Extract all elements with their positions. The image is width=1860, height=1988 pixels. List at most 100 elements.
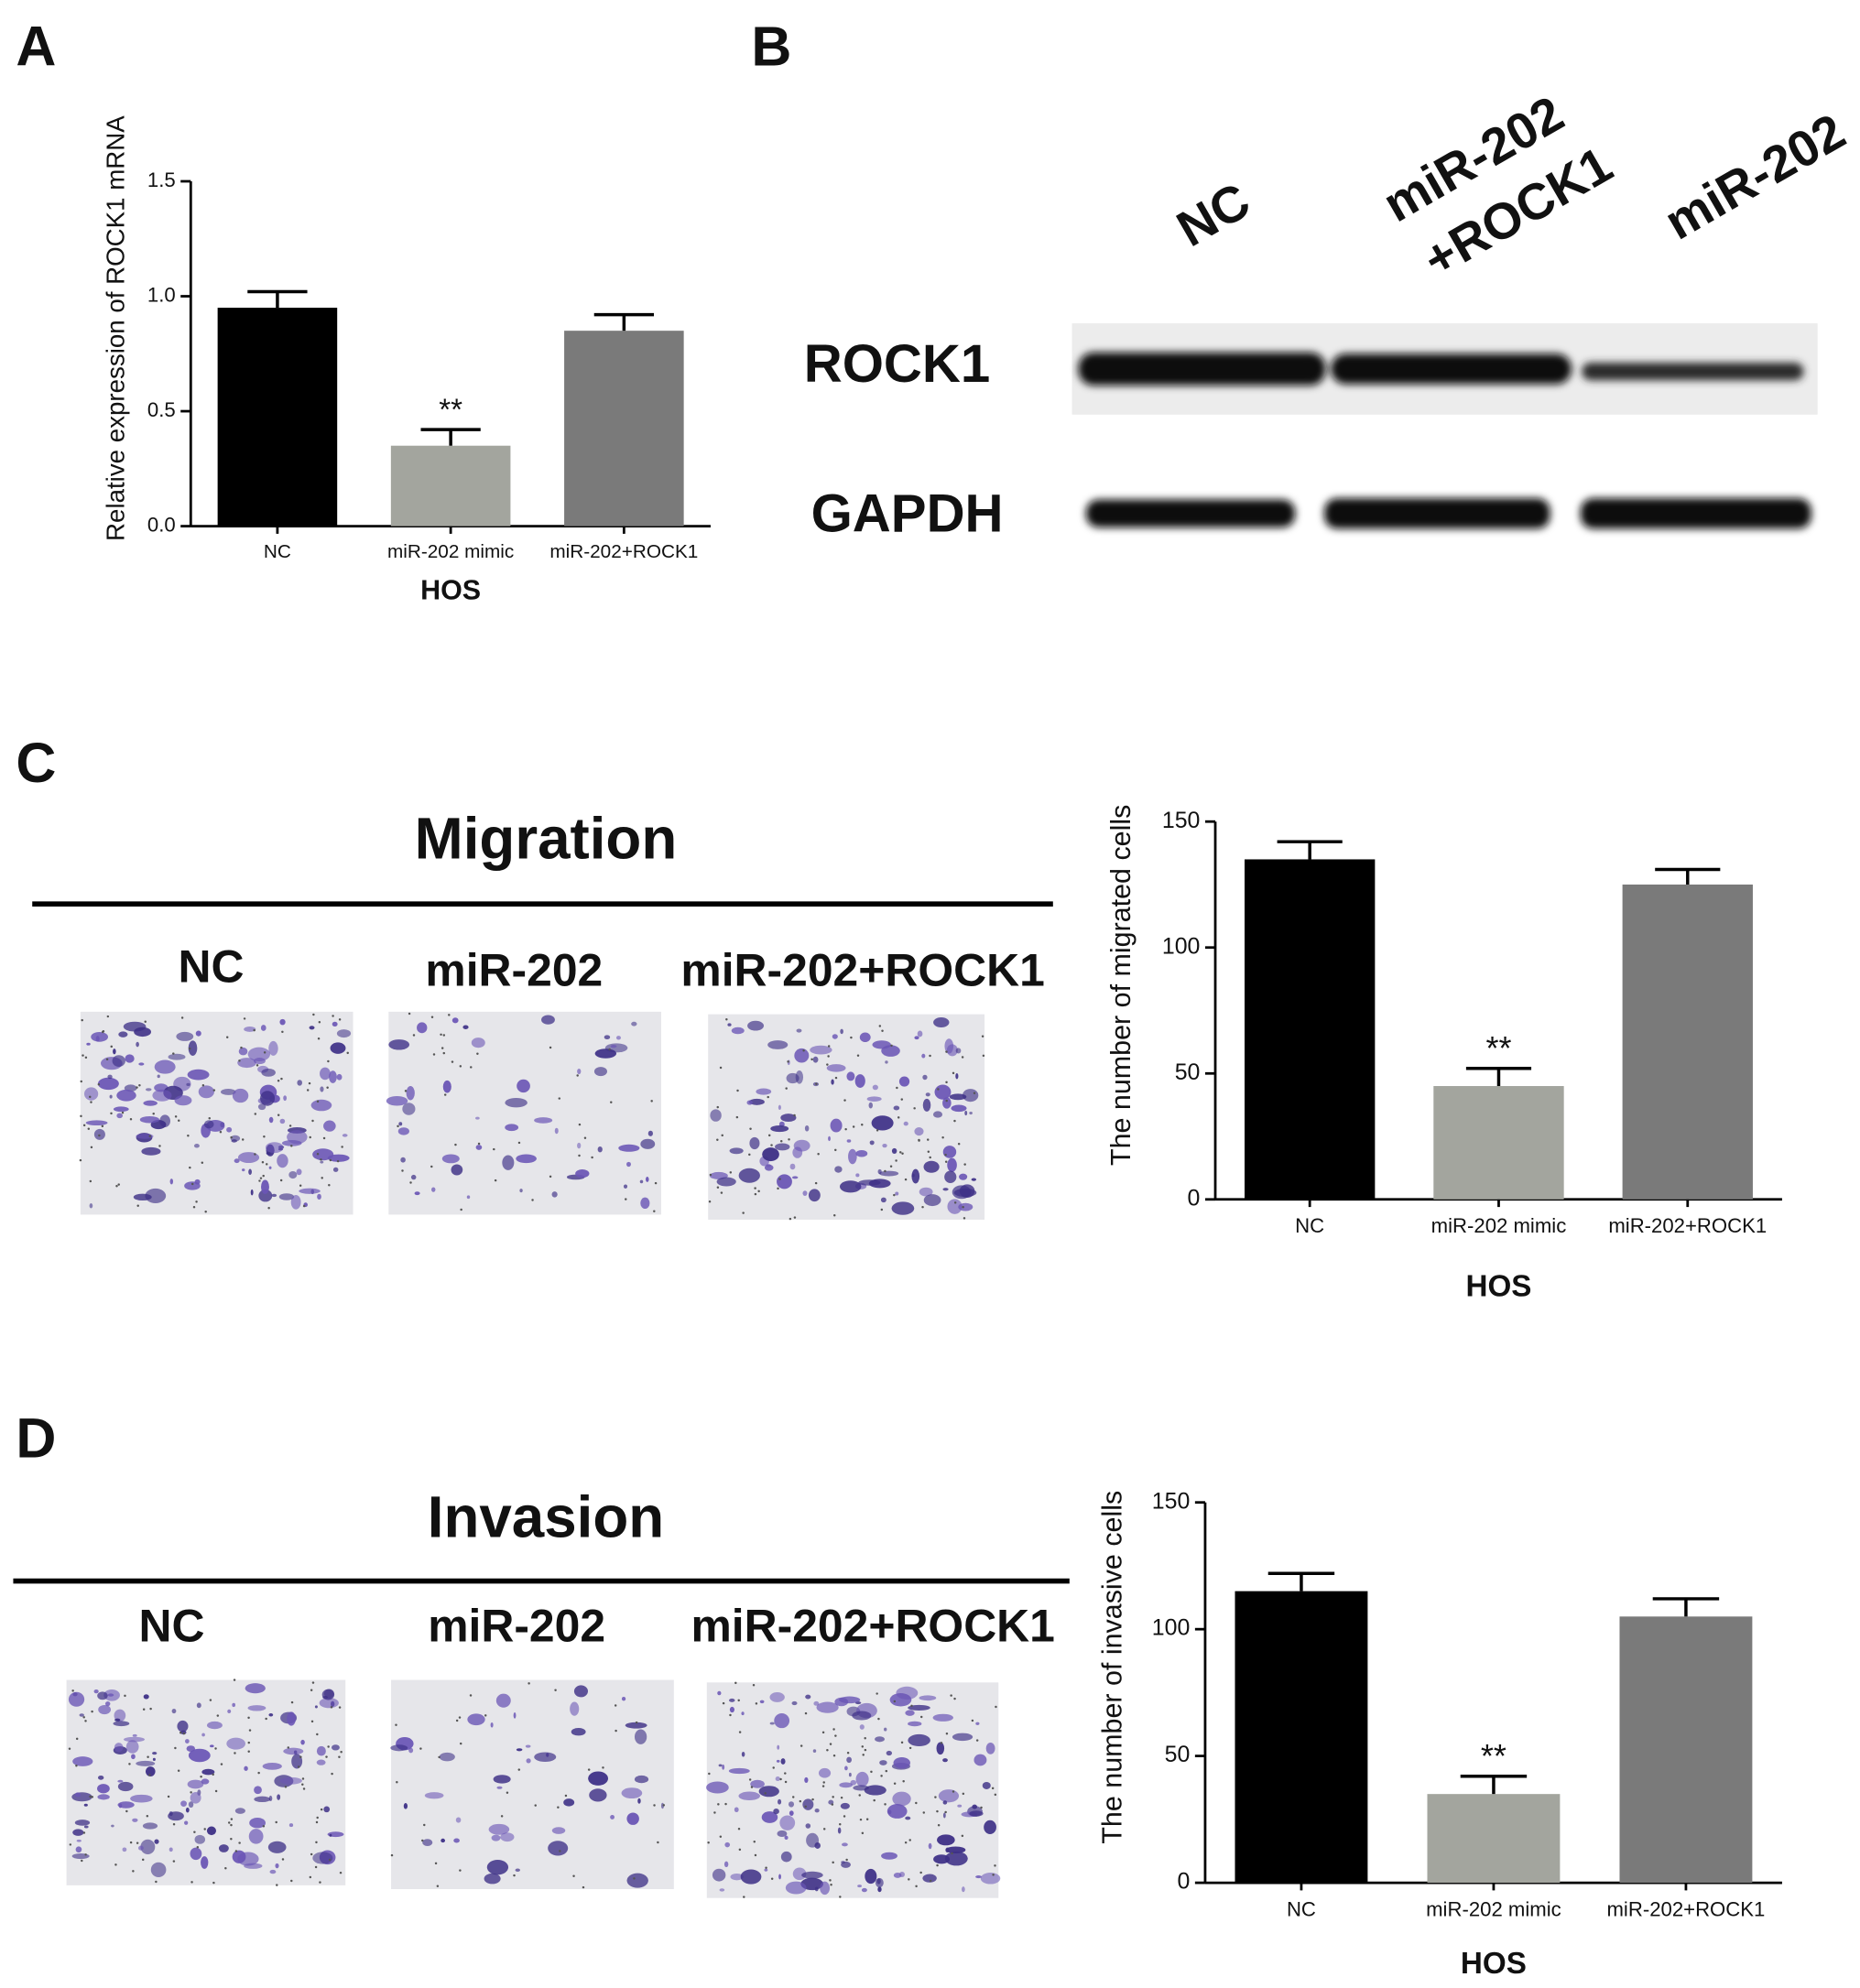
cell [97, 1784, 110, 1794]
pore [881, 1029, 884, 1032]
cell [747, 1020, 765, 1031]
cell [631, 1021, 637, 1027]
cell [266, 1152, 271, 1155]
cell [551, 1827, 566, 1834]
pore [754, 1187, 756, 1190]
pore [329, 1158, 332, 1162]
cell [132, 1733, 137, 1737]
pore [89, 1179, 92, 1183]
bar [1622, 884, 1753, 1200]
pore [144, 1020, 147, 1024]
bar [1427, 1794, 1561, 1884]
pore [922, 1811, 926, 1814]
cell [93, 1128, 105, 1140]
pore [957, 1142, 961, 1146]
pore [653, 1804, 656, 1807]
cell [136, 1760, 156, 1766]
pore [142, 1708, 146, 1711]
cell [138, 1062, 145, 1066]
cell [639, 1179, 644, 1184]
pore [729, 1171, 733, 1174]
pore [864, 1748, 867, 1752]
cell [879, 1760, 887, 1765]
pore [265, 1163, 268, 1166]
pore [195, 1200, 198, 1203]
pore [754, 1853, 757, 1857]
pore [635, 1721, 638, 1724]
pore [844, 1127, 847, 1131]
pore [443, 1093, 447, 1096]
cell [877, 1168, 882, 1175]
pore [657, 1841, 659, 1844]
pore [578, 1123, 582, 1126]
cell [279, 1018, 286, 1026]
pore [719, 1066, 723, 1070]
cell [716, 1177, 736, 1187]
cell [330, 1042, 346, 1054]
pore [843, 1815, 846, 1818]
cell [588, 1771, 609, 1786]
pore [864, 1736, 866, 1740]
cell [541, 1015, 555, 1025]
pore [430, 1165, 433, 1168]
cell [490, 1722, 494, 1728]
band [1078, 352, 1326, 386]
pore [430, 1016, 434, 1019]
pore [254, 1113, 257, 1115]
pore [81, 1018, 83, 1022]
pore [75, 1737, 79, 1741]
pore [793, 1216, 797, 1219]
cell [237, 1058, 256, 1069]
cell [936, 1742, 945, 1755]
panel-label: D [16, 1407, 56, 1470]
cell [767, 1040, 789, 1049]
pore [944, 1153, 947, 1157]
cell [937, 1834, 955, 1846]
pore [654, 1181, 658, 1185]
cell [134, 1027, 152, 1037]
cell [749, 1136, 760, 1150]
pore [214, 1747, 217, 1750]
cell [193, 1144, 200, 1148]
cell [185, 1807, 190, 1813]
pore [451, 1060, 454, 1063]
cell [969, 1111, 973, 1115]
cell [789, 1810, 794, 1817]
cell [116, 1113, 123, 1119]
pore [459, 1065, 462, 1068]
cell [575, 1169, 590, 1179]
cell [962, 1089, 979, 1103]
pore [944, 1160, 948, 1163]
pore [172, 1822, 176, 1826]
cell [495, 1693, 511, 1708]
pore [913, 1107, 916, 1110]
cell [846, 1071, 855, 1081]
pore [927, 1150, 930, 1154]
x-axis-label: HOS [420, 575, 481, 606]
cell [234, 1158, 240, 1164]
pore [423, 1823, 426, 1827]
cell [174, 1095, 192, 1106]
cell [86, 1042, 91, 1046]
pore [736, 1089, 739, 1092]
y-tick-label: 1.5 [147, 168, 176, 191]
cell [932, 1713, 953, 1722]
cell [886, 1804, 908, 1819]
cell [496, 1786, 503, 1789]
pore [770, 1144, 773, 1146]
cell [332, 1167, 339, 1172]
cell [451, 1164, 463, 1176]
cell [268, 1116, 274, 1124]
pore [902, 1779, 905, 1783]
pore [941, 1136, 944, 1139]
pore [152, 1112, 155, 1115]
pore [564, 1794, 568, 1798]
cell [95, 1036, 100, 1042]
pore [856, 1054, 860, 1058]
cell [390, 1744, 408, 1752]
cell [76, 1839, 82, 1842]
pore [859, 1818, 863, 1821]
pore [981, 1035, 984, 1037]
band [1085, 499, 1296, 527]
